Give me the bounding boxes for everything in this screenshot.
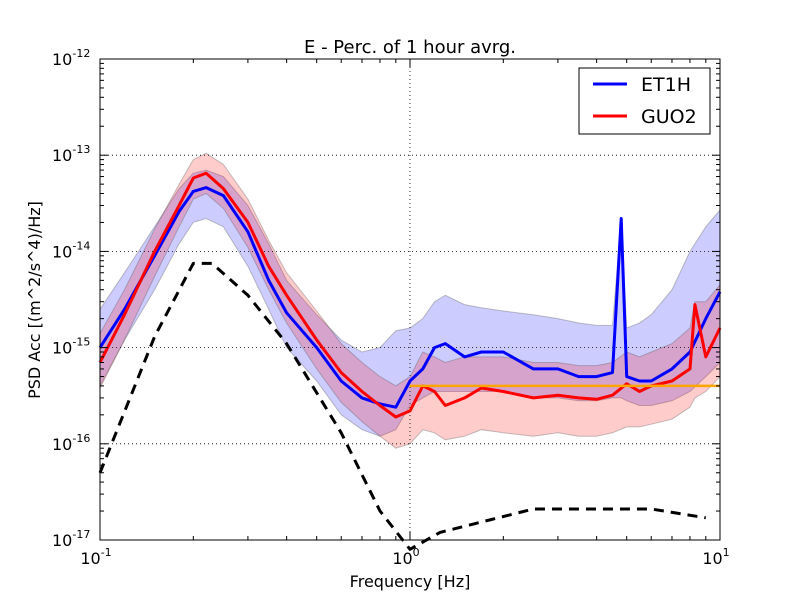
y-tick-label: 10-16 (52, 432, 90, 454)
legend: ET1H GUO2 (578, 67, 711, 135)
x-tick-label: 101 (702, 546, 729, 568)
series-lines (98, 171, 722, 551)
y-tick-label: 10-14 (52, 239, 90, 261)
series-line-low-noise-model (98, 261, 707, 551)
legend-label-guo2: GUO2 (641, 106, 697, 128)
legend-box (578, 67, 711, 135)
x-axis-label: Frequency [Hz] (350, 572, 471, 591)
y-tick-label: 10-17 (52, 528, 90, 550)
y-tick-label: 10-13 (52, 143, 90, 165)
chart-title: E - Perc. of 1 hour avrg. (304, 37, 516, 58)
series-line-guo2 (98, 171, 722, 419)
axis-ticks: 10-1 100 101 10-17 10-16 10-15 10-14 10-13 10-12 (52, 47, 730, 568)
legend-label-et1h: ET1H (641, 74, 691, 96)
y-tick-label: 10-12 (52, 47, 90, 69)
y-tick-label: 10-15 (52, 336, 90, 358)
x-tick-label: 10-1 (80, 546, 111, 568)
x-tick-label: 100 (392, 546, 419, 568)
series-line-et1h (98, 186, 722, 409)
y-axis-label: PSD Acc [(m^2/s^4)/Hz] (25, 201, 44, 399)
